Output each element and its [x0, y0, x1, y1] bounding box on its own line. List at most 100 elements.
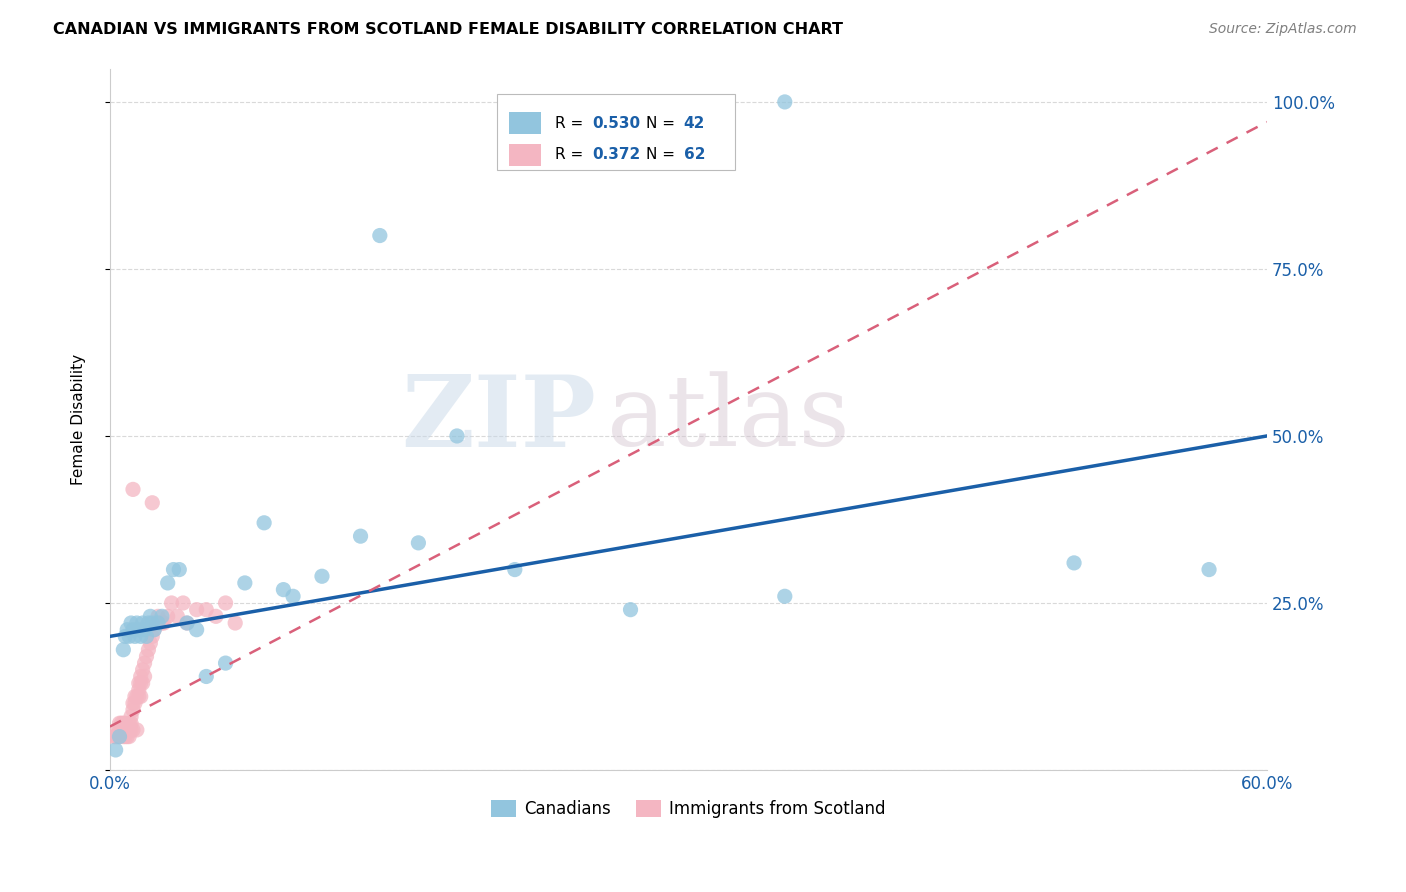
Point — [1063, 556, 1085, 570]
Text: 0.372: 0.372 — [592, 147, 641, 162]
Point — [446, 429, 468, 443]
Point — [139, 609, 162, 624]
Point — [134, 656, 156, 670]
Point — [120, 723, 142, 737]
Point — [141, 629, 163, 643]
Point — [135, 649, 157, 664]
Point — [125, 615, 148, 630]
Point — [273, 582, 295, 597]
Point — [138, 642, 160, 657]
Point — [129, 669, 152, 683]
Text: R =: R = — [555, 116, 589, 131]
Point — [122, 696, 145, 710]
Point — [112, 723, 135, 737]
Point — [214, 596, 236, 610]
Point — [124, 629, 146, 643]
Point — [134, 623, 156, 637]
Point — [118, 730, 141, 744]
Point — [125, 690, 148, 704]
Point — [172, 596, 194, 610]
Point — [118, 716, 141, 731]
Point — [143, 623, 166, 637]
Point — [120, 615, 142, 630]
FancyBboxPatch shape — [509, 144, 541, 166]
Text: N =: N = — [645, 116, 679, 131]
Text: 0.530: 0.530 — [592, 116, 641, 131]
Point — [124, 690, 146, 704]
Point — [146, 609, 169, 624]
Point — [112, 642, 135, 657]
Point — [110, 723, 132, 737]
Text: Source: ZipAtlas.com: Source: ZipAtlas.com — [1209, 22, 1357, 37]
Point — [128, 676, 150, 690]
Point — [169, 563, 191, 577]
Point — [118, 629, 141, 643]
Point — [141, 615, 163, 630]
Text: CANADIAN VS IMMIGRANTS FROM SCOTLAND FEMALE DISABILITY CORRELATION CHART: CANADIAN VS IMMIGRANTS FROM SCOTLAND FEM… — [53, 22, 844, 37]
Text: 42: 42 — [683, 116, 706, 131]
Text: atlas: atlas — [607, 371, 851, 467]
Point — [115, 623, 138, 637]
Point — [156, 576, 179, 591]
Point — [120, 716, 142, 731]
Point — [128, 682, 150, 697]
Point — [122, 483, 145, 497]
Point — [281, 589, 304, 603]
Point — [146, 615, 169, 630]
Point — [129, 629, 152, 643]
Point — [103, 730, 125, 744]
Point — [253, 516, 276, 530]
Point — [112, 730, 135, 744]
Point — [311, 569, 333, 583]
Point — [186, 602, 208, 616]
Point — [125, 723, 148, 737]
Point — [619, 602, 641, 616]
Point — [145, 615, 167, 630]
Text: N =: N = — [645, 147, 679, 162]
Point — [150, 609, 173, 624]
Point — [233, 576, 256, 591]
Point — [107, 723, 129, 737]
Point — [115, 730, 138, 744]
Point — [153, 615, 176, 630]
Point — [114, 730, 136, 744]
Point — [114, 716, 136, 731]
Point — [107, 730, 129, 744]
Point — [110, 716, 132, 731]
Point — [205, 609, 228, 624]
Point — [773, 589, 796, 603]
Point — [122, 723, 145, 737]
Point — [149, 615, 172, 630]
Point — [118, 723, 141, 737]
Point — [135, 629, 157, 643]
Point — [131, 663, 153, 677]
Point — [176, 615, 198, 630]
Point — [129, 676, 152, 690]
Point — [104, 730, 127, 744]
Point — [108, 730, 131, 744]
Text: R =: R = — [555, 147, 589, 162]
Point — [120, 709, 142, 723]
Point — [112, 716, 135, 731]
Point — [773, 95, 796, 109]
Point — [368, 228, 391, 243]
Point — [131, 615, 153, 630]
Point — [108, 723, 131, 737]
FancyBboxPatch shape — [498, 95, 735, 170]
Point — [162, 563, 184, 577]
Text: ZIP: ZIP — [401, 371, 596, 467]
Point — [195, 602, 218, 616]
Point — [128, 623, 150, 637]
Point — [104, 743, 127, 757]
Point — [134, 669, 156, 683]
Point — [186, 623, 208, 637]
Point — [141, 496, 163, 510]
Point — [124, 696, 146, 710]
Point — [114, 629, 136, 643]
Point — [349, 529, 371, 543]
Point — [150, 615, 173, 630]
Point — [129, 690, 152, 704]
Point — [131, 676, 153, 690]
Point — [166, 609, 188, 624]
Point — [224, 615, 246, 630]
